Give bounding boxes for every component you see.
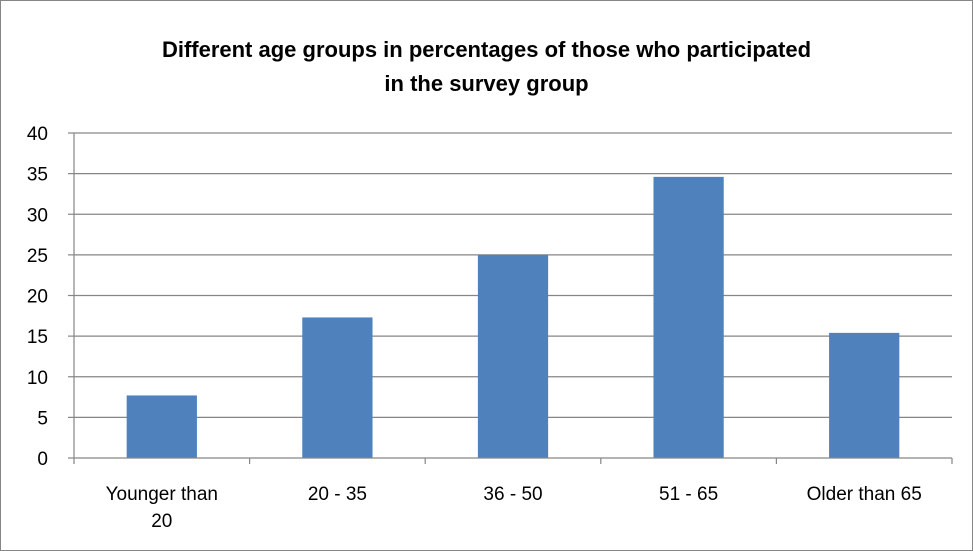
y-tick-label: 5	[37, 408, 48, 429]
chart-title-line-2: in the survey group	[384, 71, 589, 96]
y-tick-label: 40	[27, 124, 48, 145]
bar	[302, 317, 373, 458]
chart-title-line-1: Different age groups in percentages of t…	[161, 37, 812, 62]
bar	[477, 254, 549, 458]
y-tick-label: 25	[27, 246, 48, 267]
y-tick-labels: 0 5 10 15 20 25 30 35 40	[27, 124, 48, 470]
y-tick-label: 15	[27, 327, 48, 348]
x-category-labels: Younger than 20 20 - 35 36 - 50 51 - 65 Older…	[106, 484, 922, 532]
y-tick-label: 0	[37, 449, 48, 470]
y-tick-label: 35	[27, 165, 48, 186]
x-category-label: Younger than	[106, 484, 218, 505]
x-category-label: Older than 65	[807, 484, 922, 505]
x-category-label: 36 - 50	[483, 484, 542, 505]
chart-title: Different age groups in percentages of t…	[1, 33, 972, 101]
y-tick-label: 20	[27, 287, 48, 308]
y-tick-label: 10	[27, 368, 48, 389]
bar	[653, 176, 724, 458]
bars	[126, 176, 900, 458]
x-category-label: 20 - 35	[308, 484, 367, 505]
bar	[126, 395, 197, 458]
bar	[829, 332, 900, 458]
x-category-label: 51 - 65	[659, 484, 718, 505]
x-category-label: 20	[151, 511, 172, 532]
y-tick-label: 30	[27, 205, 48, 226]
axes	[68, 132, 953, 464]
